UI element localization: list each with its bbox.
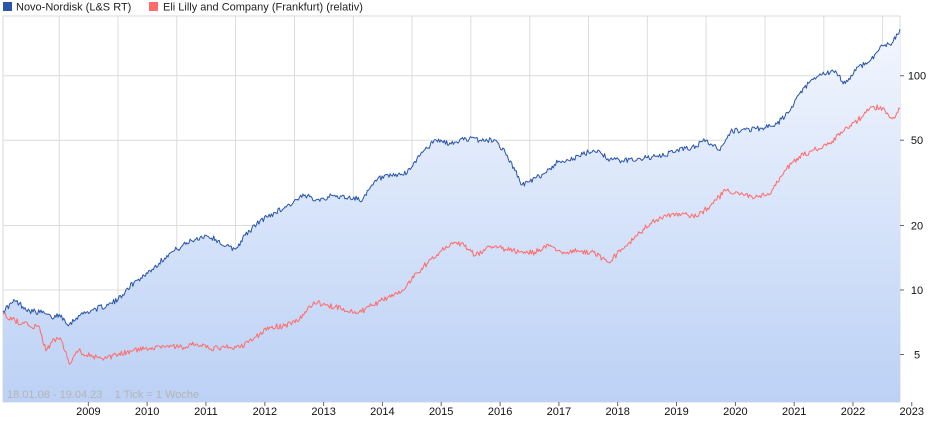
- x-tick-label-2015: 2015: [429, 406, 453, 418]
- x-tick-label-2009: 2009: [76, 406, 100, 418]
- series-line-eli-lilly: [2, 104, 901, 365]
- legend-swatch-lilly: [149, 2, 158, 11]
- x-tick-label-2016: 2016: [488, 406, 512, 418]
- x-tick-label-2011: 2011: [194, 406, 218, 418]
- x-tick-label-2019: 2019: [664, 406, 688, 418]
- x-axis: 2009 2010 2011 2012 2013 2014 2015 2016 2017 2018…: [76, 402, 924, 418]
- x-tick-label-2013: 2013: [311, 406, 335, 418]
- y-axis: 5 10 20 50 100: [900, 71, 926, 361]
- series-line-novo-nordisk: [2, 28, 901, 327]
- y-tick-label-10: 10: [911, 285, 923, 297]
- chart-footer-note: 18.01.08 - 19.04.23 1 Tick = 1 Woche: [7, 389, 199, 401]
- x-tick-label-2012: 2012: [253, 406, 277, 418]
- legend-label-lilly: Eli Lilly and Company (Frankfurt) (relat…: [163, 2, 363, 14]
- legend: Novo-Nordisk (L&S RT) Eli Lilly and Comp…: [3, 2, 363, 14]
- y-tick-label-100: 100: [908, 71, 926, 83]
- novo-nordisk-area: [3, 29, 900, 402]
- y-tick-label-20: 20: [911, 220, 923, 232]
- legend-swatch-novo: [3, 2, 12, 11]
- x-tick-label-2023: 2023: [900, 406, 924, 418]
- series-lines: [2, 28, 901, 365]
- x-tick-label-2010: 2010: [135, 406, 159, 418]
- x-tick-label-2022: 2022: [841, 406, 865, 418]
- y-tick-label-5: 5: [914, 349, 920, 361]
- x-tick-label-2021: 2021: [782, 406, 806, 418]
- legend-label-novo: Novo-Nordisk (L&S RT): [16, 2, 131, 14]
- x-tick-label-2020: 2020: [723, 406, 747, 418]
- x-tick-label-2014: 2014: [370, 406, 394, 418]
- x-tick-label-2017: 2017: [547, 406, 571, 418]
- y-tick-label-50: 50: [911, 135, 923, 147]
- x-tick-label-2018: 2018: [605, 406, 629, 418]
